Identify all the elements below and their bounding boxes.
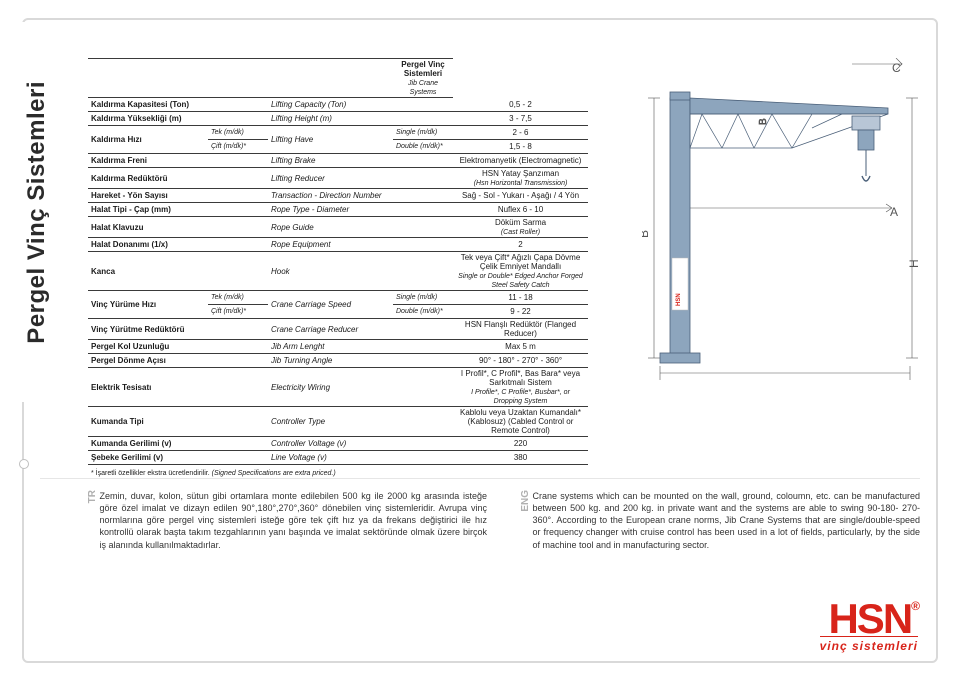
logo-sub: vinç sistemleri bbox=[820, 636, 918, 653]
divider bbox=[40, 478, 920, 479]
side-title: Pergel Vinç Sistemleri bbox=[12, 22, 62, 402]
logo-reg: ® bbox=[911, 599, 918, 613]
dim-b2: B bbox=[642, 230, 651, 238]
crane-diagram: B C A H B bbox=[642, 58, 922, 388]
dim-h: H bbox=[907, 259, 921, 268]
desc-text-tr: Zemin, duvar, kolon, sütun gibi ortamlar… bbox=[100, 490, 488, 600]
table-row: Halat Donanımı (1/x)Rope Equipment2 bbox=[88, 238, 588, 252]
table-row: Kaldırma RedüktörüLifting ReducerHSN Yat… bbox=[88, 168, 588, 189]
table-header: Pergel Vinç SistemleriJib Crane Systems bbox=[88, 59, 588, 98]
table-row: Kaldırma HızıTek (m/dk)Lifting HaveSingl… bbox=[88, 126, 588, 140]
description-block: TR Zemin, duvar, kolon, sütun gibi ortam… bbox=[80, 490, 920, 600]
table-row: Pergel Kol UzunluğuJib Arm LenghtMax 5 m bbox=[88, 340, 588, 354]
table-row: Vinç Yürütme RedüktörüCrane Carriage Red… bbox=[88, 319, 588, 340]
dim-b: B bbox=[758, 118, 769, 125]
side-title-text: Pergel Vinç Sistemleri bbox=[23, 81, 51, 344]
table-row: Hareket - Yön SayısıTransaction - Direct… bbox=[88, 189, 588, 203]
table-row: Halat Tipi - Çap (mm)Rope Type - Diamete… bbox=[88, 203, 588, 217]
table-row: Vinç Yürüme HızıTek (m/dk)Crane Carriage… bbox=[88, 291, 588, 305]
table-row: Elektrik TesisatıElectricity WiringI Pro… bbox=[88, 368, 588, 407]
table-row: Kaldırma Kapasitesi (Ton)Lifting Capacit… bbox=[88, 98, 588, 112]
dim-c: C bbox=[892, 61, 901, 75]
svg-text:HSN: HSN bbox=[676, 293, 682, 306]
desc-col-tr: TR Zemin, duvar, kolon, sütun gibi ortam… bbox=[80, 490, 487, 600]
table-row: Halat KlavuzuRope GuideDöküm Sarma(Cast … bbox=[88, 217, 588, 238]
lang-tag-en: ENG bbox=[513, 490, 533, 512]
table-row: Pergel Dönme AçısıJib Turning Angle90° -… bbox=[88, 354, 588, 368]
table-row: Kaldırma Yüksekliği (m)Lifting Height (m… bbox=[88, 112, 588, 126]
desc-col-en: ENG Crane systems which can be mounted o… bbox=[513, 490, 920, 600]
logo-name: HSN bbox=[828, 595, 911, 642]
brand-logo: HSN® vinç sistemleri bbox=[820, 602, 918, 653]
table-row: Kumanda TipiController TypeKablolu veya … bbox=[88, 407, 588, 437]
table-row: Şebeke Gerilimi (v)Line Voltage (v)380 bbox=[88, 451, 588, 465]
dim-a: A bbox=[890, 205, 898, 219]
desc-text-en: Crane systems which can be mounted on th… bbox=[533, 490, 921, 600]
table-row: Kumanda Gerilimi (v)Controller Voltage (… bbox=[88, 437, 588, 451]
spec-table: Pergel Vinç SistemleriJib Crane SystemsK… bbox=[88, 58, 588, 479]
table-footnote: * İşaretli özellikler ekstra ücretlendir… bbox=[88, 465, 588, 479]
lang-tag-tr: TR bbox=[80, 490, 100, 503]
table-row: KancaHookTek veya Çift* Ağızlı Çapa Dövm… bbox=[88, 252, 588, 291]
table-row: Kaldırma FreniLifting BrakeElektromanyet… bbox=[88, 154, 588, 168]
